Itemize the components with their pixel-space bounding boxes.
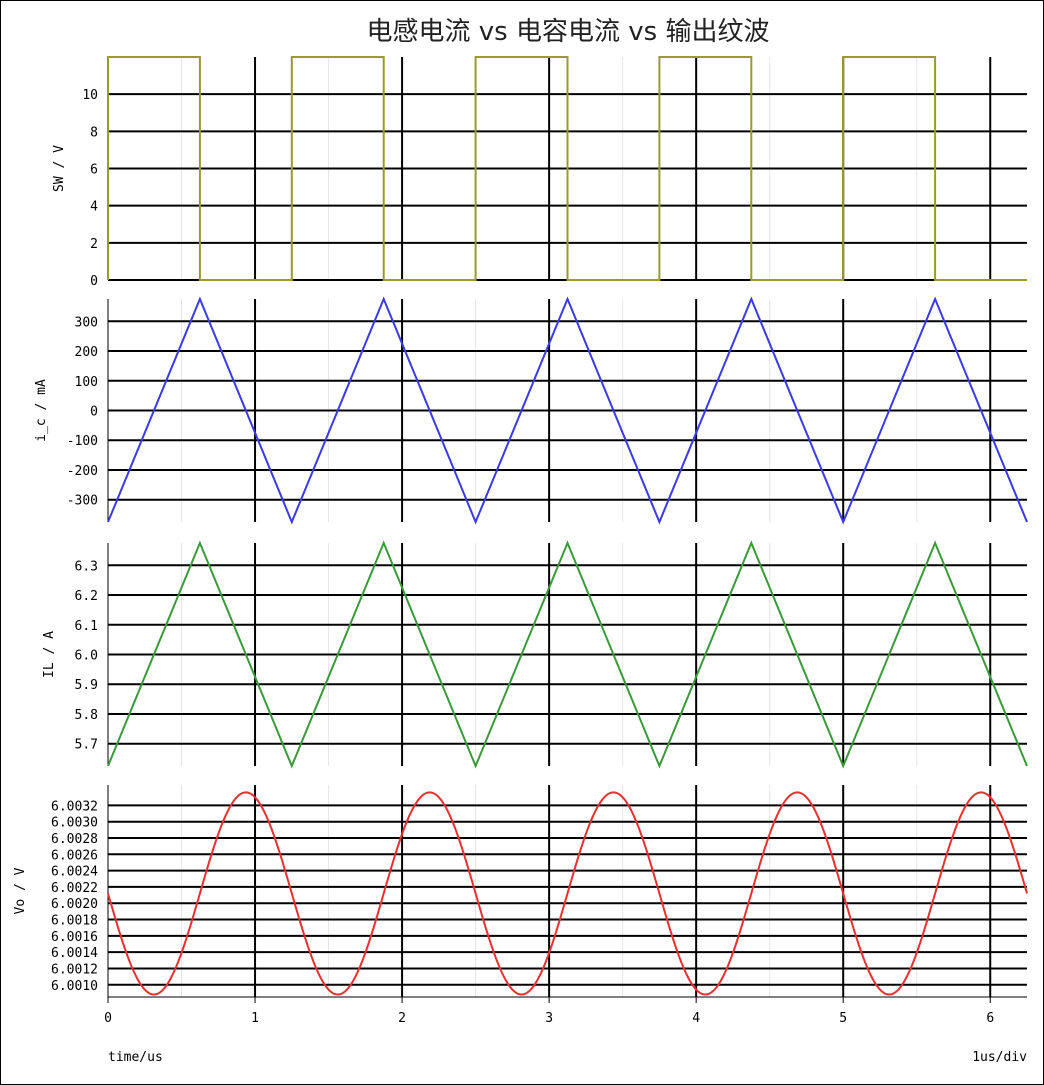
vo-ytick-label: 6.0012 [51,962,98,977]
vo-xtick-label: 2 [398,1011,406,1026]
vo-ytick-label: 6.0022 [51,881,98,896]
vo-ytick-label: 6.0016 [51,930,98,945]
sw-ytick-label: 10 [82,88,98,103]
il-ytick-label: 6.3 [75,559,98,574]
vo-series-line [107,791,1028,996]
vo-xtick-label: 0 [104,1011,112,1026]
vo-ytick-label: 6.0010 [51,979,98,994]
vo-xtick-label: 6 [986,1011,994,1026]
vo-ytick-label: 6.0028 [51,832,98,847]
vo-ytick-label: 6.0020 [51,897,98,912]
il-ytick-label: 5.9 [75,678,98,693]
ic-series-line [107,296,1028,525]
time-scale-label: 1us/div [972,1050,1027,1065]
vo-xtick-label: 4 [692,1011,700,1026]
vo-ytick-label: 6.0014 [51,946,98,961]
vo-ytick-label: 6.0032 [51,799,98,814]
vo-xtick-label: 5 [839,1011,847,1026]
vo-xtick-label: 1 [251,1011,259,1026]
vo-ytick-label: 6.0024 [51,865,98,880]
il-ytick-label: 5.7 [75,738,98,753]
ic-ytick-label: 0 [90,405,98,420]
sw-y-axis-label: SW / V [52,145,67,192]
vo-ytick-label: 6.0018 [51,914,98,929]
x-axis-label: time/us [108,1050,163,1065]
sw-series-line [107,56,1027,281]
chart-title: 电感电流 vs 电容电流 vs 输出纹波 [367,17,770,47]
vo-xtick-label: 3 [545,1011,553,1026]
il-y-axis-label: IL / A [42,631,57,678]
sw-ytick-label: 4 [90,200,98,215]
sw-ytick-label: 0 [90,274,98,289]
ic-ytick-label: -200 [67,464,98,479]
sw-ytick-label: 8 [90,125,98,140]
il-ytick-label: 6.2 [75,589,98,604]
ic-ytick-label: 100 [75,375,98,390]
vo-ytick-label: 6.0030 [51,816,98,831]
ic-ytick-label: 200 [75,345,98,360]
ic-ytick-label: 300 [75,315,98,330]
ic-ytick-label: -100 [67,434,98,449]
il-ytick-label: 6.0 [75,649,98,664]
il-ytick-label: 5.8 [75,708,98,723]
il-series-line [107,540,1028,769]
sw-ytick-label: 6 [90,163,98,178]
vo-ytick-label: 6.0026 [51,848,98,863]
il-ytick-label: 6.1 [75,619,98,634]
sw-ytick-label: 2 [90,237,98,252]
vo-y-axis-label: Vo / V [13,867,28,914]
ic-y-axis-label: i_c / mA [34,379,49,442]
ic-ytick-label: -300 [67,494,98,509]
